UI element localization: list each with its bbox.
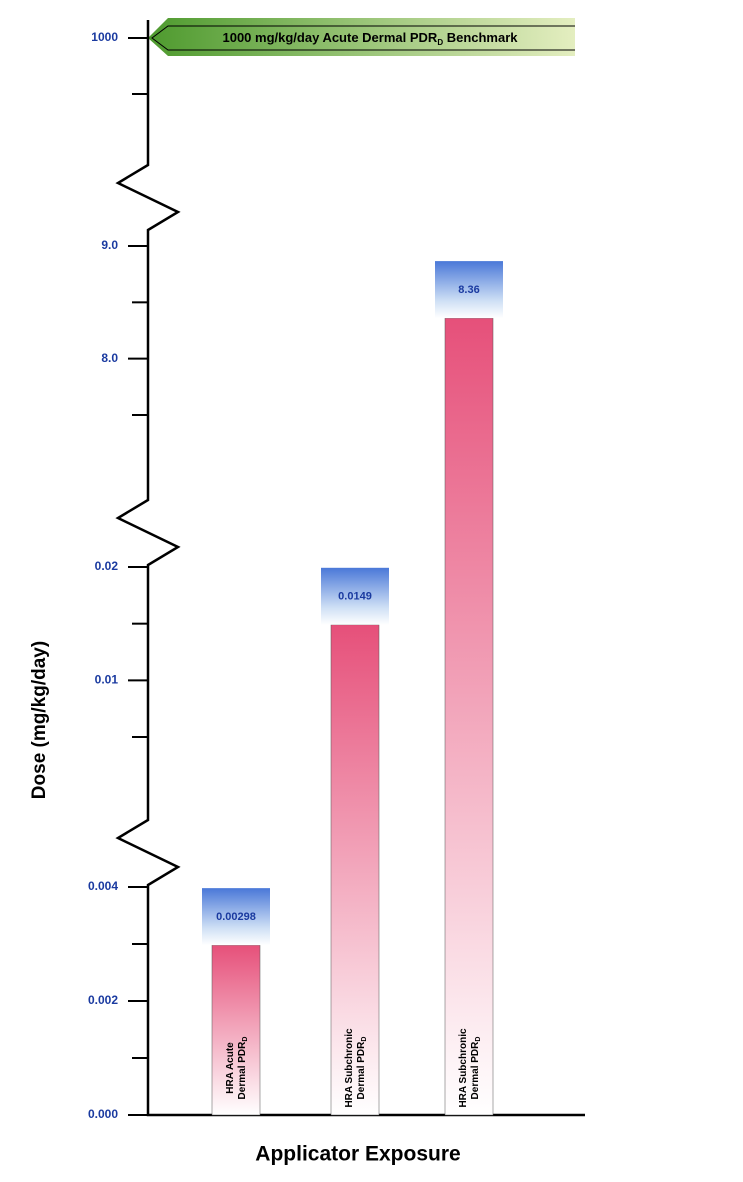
y-axis-label: Dose (mg/kg/day) — [29, 641, 50, 799]
y-tick-label: 9.0 — [101, 238, 118, 252]
y-tick-label: 0.000 — [88, 1107, 118, 1121]
value-box — [321, 567, 389, 625]
benchmark-arrow — [151, 25, 575, 51]
y-tick-label: 0.002 — [88, 993, 118, 1007]
category-label: HRA AcuteDermal PDRD — [225, 1037, 249, 1100]
value-label: 8.36 — [458, 284, 479, 296]
y-tick-label: 8.0 — [101, 351, 118, 365]
value-box — [202, 888, 270, 946]
bar — [211, 944, 261, 1116]
x-axis-label: Applicator Exposure — [255, 1143, 460, 1166]
value-box — [435, 261, 503, 319]
y-tick-label: 0.02 — [95, 559, 119, 573]
category-label: HRA SubchronicDermal PDRD — [458, 1028, 482, 1108]
bar — [444, 317, 494, 1116]
axis — [115, 20, 585, 1117]
category-label: HRA SubchronicDermal PDRD — [344, 1028, 368, 1108]
benchmark-band — [148, 18, 575, 56]
benchmark-label: 1000 mg/kg/day Acute Dermal PDRD Benchma… — [222, 30, 518, 47]
value-label: 0.0149 — [338, 591, 372, 603]
y-tick-label: 0.004 — [88, 879, 118, 893]
y-tick-label: 1000 — [91, 30, 118, 44]
y-tick-label: 0.01 — [95, 673, 119, 687]
bar — [330, 624, 380, 1116]
value-label: 0.00298 — [216, 911, 256, 923]
